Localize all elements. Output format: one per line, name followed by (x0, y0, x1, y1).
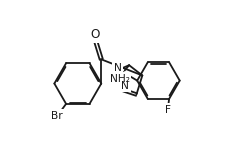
Text: Br: Br (50, 111, 62, 121)
Text: O: O (90, 28, 100, 41)
Text: F: F (165, 105, 171, 115)
Text: N: N (121, 81, 128, 91)
Text: N: N (121, 81, 128, 91)
Text: N: N (113, 63, 121, 73)
Text: Br: Br (50, 111, 62, 121)
Text: N: N (113, 63, 121, 73)
Text: O: O (90, 28, 100, 41)
Text: F: F (165, 105, 171, 115)
Text: NH₂: NH₂ (109, 74, 129, 84)
Text: NH₂: NH₂ (109, 74, 129, 84)
